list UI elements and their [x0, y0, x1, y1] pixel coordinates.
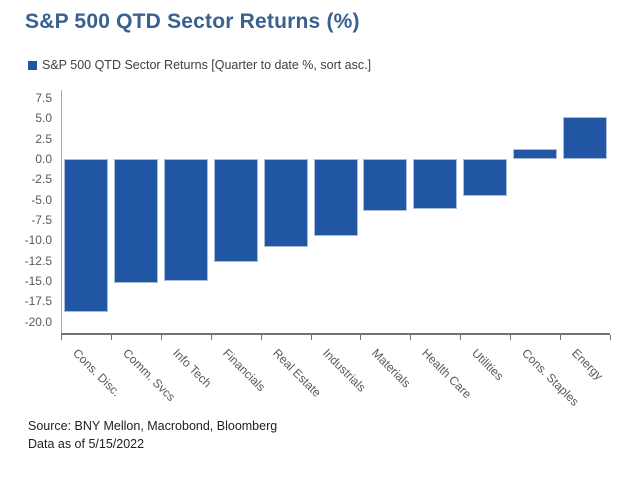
y-axis-tick-label: -12.5 [24, 253, 52, 268]
x-axis-category-label: Health Care [419, 346, 475, 402]
bar-utilities [463, 159, 508, 196]
x-axis-category-label: Cons. Disc. [70, 346, 124, 400]
x-axis-tick [310, 335, 312, 340]
x-axis-tick [610, 335, 611, 340]
bar-comm-svcs [113, 159, 158, 283]
bar-real-estate [263, 159, 308, 247]
x-axis-tick [110, 335, 112, 340]
x-axis-category-label: Real Estate [269, 346, 324, 400]
x-axis-tick [160, 335, 162, 340]
y-axis-tick-label: -20.0 [24, 314, 52, 329]
source-line: Source: BNY Mellon, Macrobond, Bloomberg [28, 419, 278, 433]
legend-label: S&P 500 QTD Sector Returns [Quarter to d… [42, 58, 372, 72]
y-axis-tick-label: 7.5 [35, 91, 52, 106]
bar-energy [563, 116, 608, 160]
x-axis-category-label: Industrials [319, 346, 369, 395]
y-axis-tick-label: 5.0 [35, 111, 52, 126]
bar-cons-disc [63, 159, 108, 312]
x-axis-category-label: Info Tech [169, 346, 215, 391]
x-axis-tick [210, 335, 212, 340]
x-axis-tick [360, 335, 362, 340]
y-axis-tick-label: -17.5 [24, 294, 52, 309]
bar-cons-staples [513, 148, 558, 160]
source-note: Source: BNY Mellon, Macrobond, Bloomberg… [28, 417, 277, 453]
x-axis-tick [260, 335, 262, 340]
x-axis-tick [560, 335, 562, 340]
y-axis-tick-label: -2.5 [31, 172, 52, 187]
y-axis-tick-label: -5.0 [31, 192, 52, 207]
y-axis-line [61, 90, 62, 333]
x-axis-category-label: Financials [219, 346, 268, 395]
bar-info-tech [163, 159, 208, 281]
y-axis-tick-label: -10.0 [24, 233, 52, 248]
x-axis-category-label: Materials [369, 346, 414, 391]
x-axis-line [61, 333, 610, 335]
x-axis-category-label: Comm. Svcs [119, 346, 178, 404]
y-axis-tick-label: 0.0 [35, 152, 52, 167]
y-axis-tick-label: -7.5 [31, 213, 52, 228]
x-axis-tick [410, 335, 412, 340]
bar-health-care [413, 159, 458, 209]
bar-financials [213, 159, 258, 263]
chart-legend: S&P 500 QTD Sector Returns [Quarter to d… [28, 58, 371, 72]
y-axis-tick-label: -15.0 [24, 273, 52, 288]
data-as-of-line: Data as of 5/15/2022 [28, 437, 145, 452]
bar-materials [363, 159, 408, 212]
chart-title: S&P 500 QTD Sector Returns (%) [25, 10, 360, 33]
y-axis-tick-label: 2.5 [35, 131, 52, 146]
x-axis-tick [61, 335, 62, 340]
x-axis-tick [460, 335, 462, 340]
x-axis-category-label: Utilities [469, 346, 507, 384]
legend-swatch-icon [28, 60, 37, 70]
bar-industrials [313, 159, 358, 237]
x-axis-tick [510, 335, 512, 340]
x-axis-category-label: Energy [569, 346, 606, 383]
